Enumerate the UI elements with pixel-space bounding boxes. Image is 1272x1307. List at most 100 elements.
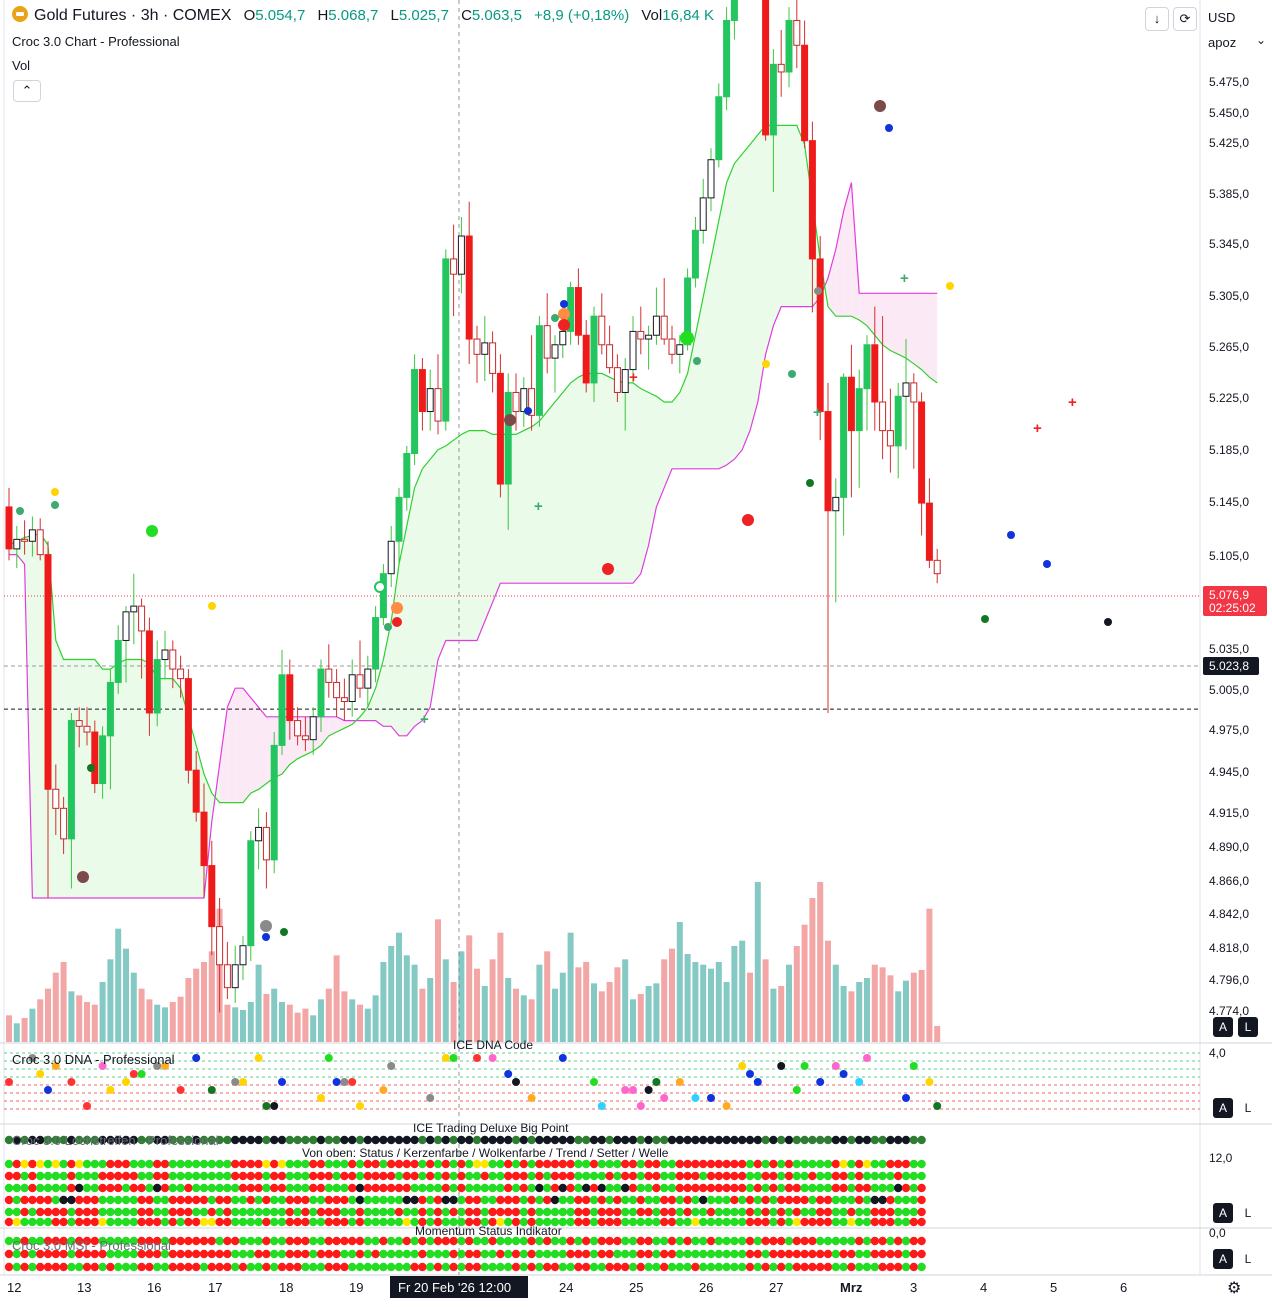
lane-dot <box>51 1183 60 1193</box>
lane-dot <box>394 1207 404 1217</box>
auto-scale-button-lane[interactable]: A <box>1213 1203 1233 1223</box>
lane-dot <box>371 1207 380 1217</box>
log-scale-button-lane[interactable]: L <box>1238 1203 1258 1223</box>
volume-bar <box>786 964 792 1042</box>
lane-dot <box>917 1135 926 1145</box>
volume-bar <box>60 962 67 1042</box>
settings-gear-icon[interactable]: ⚙ <box>1227 1280 1242 1297</box>
log-scale-button-msi[interactable]: L <box>1238 1249 1258 1269</box>
currency-select[interactable]: USD <box>1208 10 1236 25</box>
msi-dot <box>285 1236 294 1246</box>
msi-dot <box>878 1249 887 1259</box>
lane-dot <box>901 1207 911 1217</box>
msi-dot <box>394 1249 404 1259</box>
indicator-vol-label[interactable]: Vol <box>12 58 31 73</box>
lane-dot <box>496 1217 505 1227</box>
msi-pane-title[interactable]: Croc 3.0 MSI - Professional <box>12 1238 171 1253</box>
volume-bar <box>325 988 332 1042</box>
lane-dot <box>519 1195 528 1205</box>
dna-dot <box>129 1070 138 1078</box>
lane-dot <box>75 1159 84 1169</box>
lane-pane-title[interactable]: Croc 3.0 Lochstreifen - Professional <box>12 1133 219 1148</box>
lane-dot <box>293 1183 302 1193</box>
volume-bar <box>630 999 636 1042</box>
auto-scale-button-msi[interactable]: A <box>1213 1249 1233 1269</box>
volume-bar <box>396 932 402 1042</box>
dna-dot <box>36 1070 45 1078</box>
msi-dot <box>769 1262 778 1272</box>
lane-dot <box>418 1171 427 1181</box>
lane-dot <box>480 1135 489 1145</box>
lane-dot <box>231 1195 240 1205</box>
scale-select[interactable]: apoz <box>1208 35 1237 50</box>
cloud-segment <box>617 381 626 584</box>
lane-dot <box>496 1159 505 1169</box>
dna-pane-title[interactable]: Croc 3.0 DNA - Professional <box>12 1052 175 1067</box>
chevron-down-icon[interactable]: ⌄ <box>1256 33 1267 47</box>
msi-dot <box>738 1249 747 1259</box>
auto-scale-button-main[interactable]: A <box>1213 1017 1233 1037</box>
volume-bar <box>372 995 379 1042</box>
collapse-legend-button[interactable]: ⌃ <box>13 80 41 102</box>
lane-dot <box>894 1171 903 1181</box>
candle-body <box>879 401 887 432</box>
candle-body <box>184 678 192 771</box>
lane-dot <box>597 1135 606 1145</box>
y-axis-tick-label: 5.450,0 <box>1209 106 1249 120</box>
volume-bar <box>505 978 512 1042</box>
volume-bar <box>255 964 262 1042</box>
msi-dot <box>121 1249 131 1259</box>
msi-dot <box>589 1249 599 1259</box>
msi-dot <box>714 1236 723 1246</box>
cloud-segment <box>594 373 602 584</box>
volume-bar <box>162 1007 168 1042</box>
msi-dot <box>285 1262 294 1272</box>
countdown-label: 02:25:02 <box>1209 601 1256 615</box>
lane-dot <box>605 1183 614 1193</box>
volume-bar <box>474 968 480 1042</box>
lane-dot <box>160 1171 170 1181</box>
lane-dot <box>691 1183 700 1193</box>
candle-body <box>730 0 738 21</box>
volume-bar <box>185 978 192 1042</box>
lane-dot <box>67 1135 76 1145</box>
msi-dot <box>441 1249 450 1259</box>
lane-dot <box>550 1159 560 1169</box>
lane-dot <box>316 1217 326 1227</box>
lane-dot <box>371 1195 380 1205</box>
log-scale-button-main[interactable]: L <box>1238 1017 1258 1037</box>
lane-dot <box>43 1135 53 1145</box>
cloud-segment <box>360 707 368 721</box>
lane-dot <box>184 1207 193 1217</box>
candle-body <box>574 287 582 336</box>
msi-dot <box>745 1262 755 1272</box>
msi-dot <box>660 1236 669 1246</box>
lane-dot <box>862 1183 872 1193</box>
candle-body <box>395 496 403 542</box>
msi-dot <box>153 1236 162 1246</box>
log-scale-button-dna[interactable]: L <box>1238 1098 1258 1118</box>
lane-dot <box>855 1217 864 1227</box>
lane-dot <box>340 1217 349 1227</box>
indicator-croc-chart-label[interactable]: Croc 3.0 Chart - Professional <box>12 34 180 49</box>
y-axis-tick-label: 4.866,0 <box>1209 874 1249 888</box>
lane-dot <box>67 1217 76 1227</box>
lane-dot <box>745 1159 755 1169</box>
msi-dot <box>301 1262 310 1272</box>
msi-dot <box>449 1262 458 1272</box>
lane-dot <box>371 1159 380 1169</box>
reload-button[interactable]: ⟳ <box>1173 7 1197 31</box>
auto-scale-button-dna[interactable]: A <box>1213 1098 1233 1118</box>
msi-dot <box>644 1236 653 1246</box>
lane-dot <box>301 1217 310 1227</box>
lane-dot <box>753 1135 762 1145</box>
volume-bar <box>388 946 395 1042</box>
lane-dot <box>355 1159 365 1169</box>
lane-dot <box>769 1217 778 1227</box>
symbol-title[interactable]: Gold Futures · 3h · COMEX <box>34 7 232 24</box>
download-button[interactable]: ↓ <box>1145 7 1169 31</box>
msi-dot <box>886 1236 895 1246</box>
lane-dot <box>246 1135 255 1145</box>
volume-bar <box>840 986 847 1042</box>
